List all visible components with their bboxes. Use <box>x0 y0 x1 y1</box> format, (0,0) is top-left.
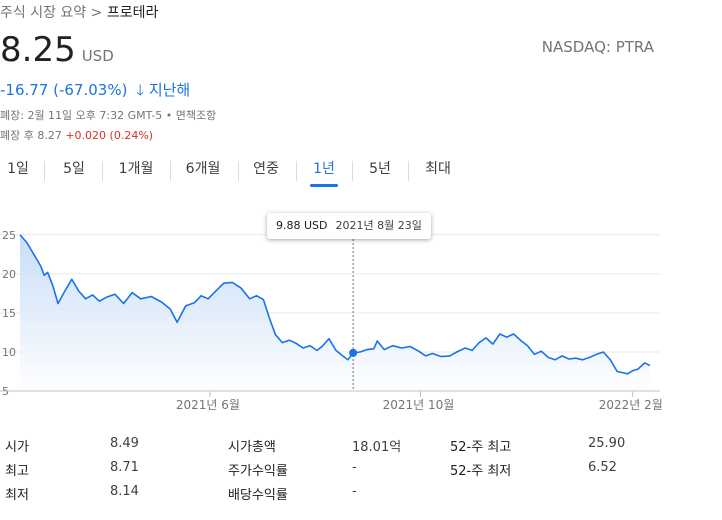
tab-1-day[interactable]: 1일 <box>7 161 29 177</box>
tooltip-price: 9.88 USD <box>276 219 328 232</box>
hover-tooltip: 9.88 USD 2021년 8월 23일 <box>267 213 431 239</box>
tab-divider <box>170 161 171 181</box>
stat-dividend-value: - <box>352 484 357 499</box>
tab-divider <box>44 161 45 181</box>
stat-open-label: 시가 <box>5 440 29 455</box>
stat-52w-low-value: 6.52 <box>588 460 617 475</box>
tab-divider <box>238 161 239 181</box>
hover-point <box>349 348 358 357</box>
x-tick-label: 2022년 2월 <box>599 398 663 412</box>
breadcrumb-prefix[interactable]: 주식 시장 요약 > <box>0 5 107 21</box>
stat-pe-value: - <box>352 460 357 475</box>
stat-market-cap-label: 시가총액 <box>228 440 276 455</box>
stat-open-value: 8.49 <box>110 436 139 451</box>
breadcrumb[interactable]: 주식 시장 요약 > 프로테라 <box>0 2 158 22</box>
price-change: -16.77 (-67.03%) 🡓 지난해 <box>0 79 190 105</box>
stat-market-cap-value: 18.01억 <box>352 440 402 455</box>
stat-low-label: 최저 <box>5 488 29 503</box>
arrow-down-icon: 🡓 <box>136 81 145 99</box>
stat-low-value: 8.14 <box>110 484 139 499</box>
current-price: 8.25 <box>0 30 76 70</box>
company-name: 프로테라 <box>106 5 159 21</box>
y-tick-label: 20 <box>2 268 16 281</box>
tab-max[interactable]: 최대 <box>425 161 451 177</box>
x-tick-label: 2021년 10월 <box>383 398 455 412</box>
price-row: 8.25 USD <box>0 30 114 70</box>
stat-52w-high-value: 25.90 <box>588 436 626 451</box>
x-axis: 2021년 6월 2021년 10월 2022년 2월 <box>176 391 663 412</box>
tab-divider <box>352 161 353 181</box>
range-tabs: 1일 5일 1개월 6개월 연중 1년 5년 최대 <box>0 153 722 187</box>
tooltip-date: 2021년 8월 23일 <box>335 219 422 232</box>
y-tick-label: 10 <box>2 346 16 359</box>
after-hours-change: +0.020 (0.24%) <box>65 129 154 142</box>
tab-5-year[interactable]: 5년 <box>369 161 391 177</box>
currency-label: USD <box>81 47 114 65</box>
x-tick-label: 2021년 6월 <box>176 398 240 412</box>
stat-52w-low-label: 52-주 최저 <box>450 464 512 479</box>
change-period: 지난해 <box>148 81 191 99</box>
after-hours-info: 폐장 후 8.27 +0.020 (0.24%) <box>0 127 153 143</box>
tab-ytd[interactable]: 연중 <box>253 161 279 177</box>
stat-dividend-label: 배당수익률 <box>228 488 288 503</box>
after-hours-label: 폐장 후 8.27 <box>0 129 66 142</box>
tab-6-month[interactable]: 6개월 <box>185 161 221 177</box>
tab-divider <box>408 161 409 181</box>
y-axis: 252015105 <box>2 229 16 398</box>
tab-1-month[interactable]: 1개월 <box>118 161 154 177</box>
tab-divider <box>102 161 103 181</box>
price-line <box>19 234 651 375</box>
y-tick-label: 15 <box>2 307 16 320</box>
stat-pe-label: 주가수익률 <box>228 464 288 479</box>
tab-1-year[interactable]: 1년 <box>306 153 342 187</box>
tab-5-day[interactable]: 5일 <box>63 161 85 177</box>
market-closed-info: 폐장: 2월 11일 오후 7:32 GMT-5 • 면책조항 <box>0 109 217 122</box>
price-area-fill <box>20 234 650 391</box>
stat-52w-high-label: 52-주 최고 <box>450 440 512 455</box>
exchange-ticker: NASDAQ: PTRA <box>541 38 654 56</box>
change-value: -16.77 (-67.03%) <box>0 81 128 99</box>
tab-divider <box>296 161 297 181</box>
y-tick-label: 25 <box>2 229 16 242</box>
stat-high-value: 8.71 <box>110 460 139 475</box>
stat-high-label: 최고 <box>5 464 29 479</box>
